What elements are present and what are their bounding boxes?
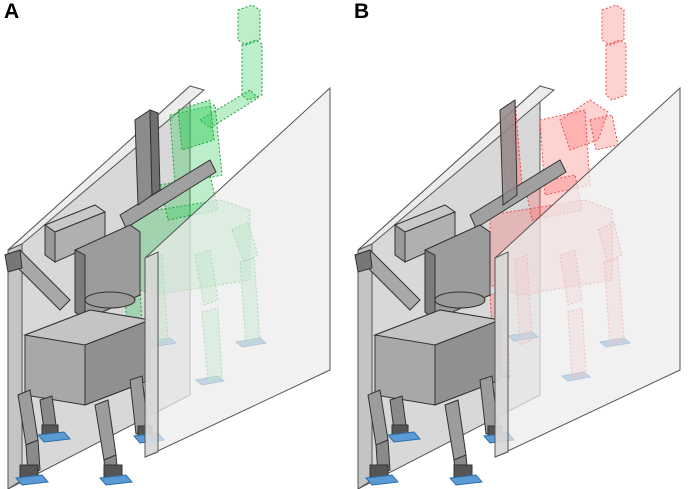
robot-figure [354,99,567,484]
panel-b-illustration [354,4,681,489]
panel-a-illustration [4,4,331,489]
panel-a: A [0,0,349,489]
robot-figure [4,109,217,484]
panel-b: B [350,0,699,489]
panel-label: A [4,0,20,23]
panel-label: B [354,0,370,23]
